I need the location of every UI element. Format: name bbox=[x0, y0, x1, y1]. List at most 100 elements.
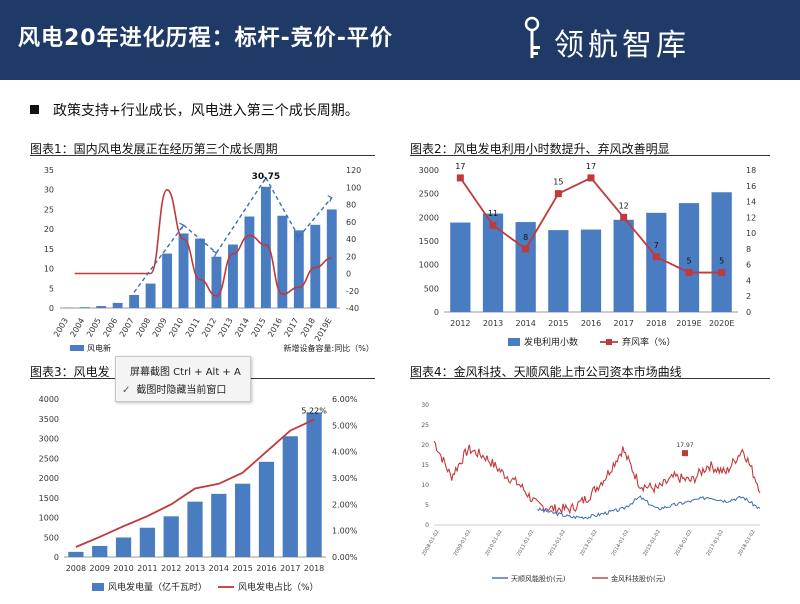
fig1-bar bbox=[195, 238, 205, 308]
fig1-arrow-head bbox=[179, 222, 185, 230]
fig3-bar bbox=[92, 545, 108, 557]
fig3-yright-tick: 5.00% bbox=[332, 421, 358, 430]
fig2-bar bbox=[678, 203, 700, 312]
fig3-yleft-tick: 2000 bbox=[39, 474, 59, 483]
fig2-curtail-marker bbox=[489, 221, 497, 229]
fig2-yright-tick: 6 bbox=[746, 261, 751, 270]
fig3-x-tick: 2017 bbox=[280, 564, 300, 573]
fig2-x-tick: 2013 bbox=[483, 319, 503, 328]
context-menu[interactable]: 屏幕截图 Ctrl + Alt + A ✓ 截图时隐藏当前窗口 bbox=[115, 356, 251, 402]
fig3-yright-tick: 4.00% bbox=[332, 448, 358, 457]
fig1-bar bbox=[293, 230, 304, 308]
fig1-title-rule bbox=[30, 155, 375, 156]
fig3-x-tick: 2008 bbox=[66, 564, 86, 573]
fig1-yleft-tick: 15 bbox=[44, 245, 54, 254]
fig3-yleft-tick: 1500 bbox=[39, 494, 59, 503]
fig2-yleft-tick: 2500 bbox=[419, 190, 439, 199]
fig1-bar bbox=[112, 302, 123, 308]
fig1-trend-arrow bbox=[265, 177, 300, 238]
fig3-yleft-tick: 0 bbox=[54, 553, 59, 562]
fig1-bar bbox=[129, 294, 140, 308]
fig2-curtail-marker bbox=[685, 269, 693, 277]
fig2-yright-tick: 4 bbox=[746, 276, 751, 285]
fig2-curtail-label: 15 bbox=[553, 178, 563, 187]
fig1-yright-tick: 20 bbox=[346, 252, 356, 261]
fig2-x-tick: 2015 bbox=[548, 319, 568, 328]
fig3-x-tick: 2016 bbox=[256, 564, 276, 573]
fig1-x-tick: 2007 bbox=[118, 317, 136, 339]
fig2-bar bbox=[711, 192, 732, 312]
fig3-bar bbox=[68, 551, 84, 557]
fig1-arrow-head bbox=[294, 234, 300, 242]
fig2-legend-bar-swatch bbox=[508, 338, 520, 346]
fig3-x-tick: 2013 bbox=[185, 564, 205, 573]
fig1-trend-arrow bbox=[215, 177, 267, 254]
fig2-title: 图表2：风电发电利用小时数提升、弃风改善明显 bbox=[410, 142, 670, 156]
fig1-bar bbox=[178, 233, 189, 308]
fig1-bar bbox=[79, 307, 90, 308]
fig2-yleft-tick: 0 bbox=[434, 308, 439, 317]
fig2-curtail-marker bbox=[620, 213, 628, 221]
fig2-x-tick: 2019E bbox=[676, 319, 701, 328]
fig2-yright-tick: 2 bbox=[746, 292, 751, 301]
fig4-y-tick: 15 bbox=[421, 462, 429, 469]
fig2-curtail-label: 7 bbox=[654, 241, 659, 250]
fig1-arrow-head bbox=[212, 250, 218, 258]
fig4-x-tick: 2012-01-02 bbox=[547, 529, 567, 557]
fig1-x-tick: 2015 bbox=[250, 317, 268, 339]
fig2-yright-tick: 18 bbox=[746, 166, 756, 175]
fig2-x-tick: 2018 bbox=[646, 319, 666, 328]
fig2-legend-line-label: 弃风率（%） bbox=[622, 336, 676, 348]
fig2-bar bbox=[646, 212, 667, 312]
fig4-x-tick: 2015-01-02 bbox=[642, 529, 662, 557]
fig2-yleft-tick: 500 bbox=[424, 284, 439, 293]
fig3-yleft-tick: 1000 bbox=[39, 514, 59, 523]
fig3-x-tick: 2010 bbox=[113, 564, 133, 573]
fig1-x-tick: 2004 bbox=[68, 317, 86, 339]
fig1-x-tick: 2016 bbox=[266, 317, 284, 339]
fig3-yleft-tick: 500 bbox=[44, 533, 59, 542]
fig2-x-tick: 2017 bbox=[613, 319, 633, 328]
fig1-title: 图表1：国内风电发展正在经历第三个成长周期 bbox=[30, 142, 278, 156]
fig2-bar bbox=[450, 222, 471, 312]
fig1-bar bbox=[228, 244, 238, 308]
fig2-bar bbox=[580, 229, 602, 312]
menu-item-hide-window-label: 截图时隐藏当前窗口 bbox=[136, 385, 227, 396]
fig1-x-tick: 2005 bbox=[85, 317, 103, 339]
fig2-curtail-marker bbox=[554, 190, 562, 198]
fig2-yright-tick: 8 bbox=[746, 245, 751, 254]
fig4-x-tick: 2008-01-02 bbox=[421, 529, 441, 557]
fig2-curtail-label: 12 bbox=[619, 201, 629, 210]
fig4-x-tick: 2016-01-02 bbox=[674, 529, 694, 557]
brand-logo: 领航智库 bbox=[520, 14, 760, 64]
fig1-yleft-tick: 30 bbox=[44, 186, 54, 195]
fig1-yoy-line bbox=[74, 189, 332, 297]
fig1-x-tick: 2003 bbox=[52, 317, 70, 339]
fig1-x-tick: 2013 bbox=[217, 317, 235, 339]
fig3-share-label: 5.22% bbox=[301, 407, 327, 416]
fig1-yleft-tick: 0 bbox=[49, 304, 54, 313]
fig3-bar bbox=[211, 493, 227, 557]
fig4-x-tick: 2017-01-02 bbox=[705, 529, 725, 557]
fig1-yright-tick: 100 bbox=[346, 183, 361, 192]
fig4-y-tick: 5 bbox=[425, 502, 429, 509]
fig3-bar bbox=[258, 461, 275, 557]
fig1-x-tick: 2010 bbox=[167, 317, 185, 339]
fig3-yright-tick: 3.00% bbox=[332, 474, 358, 483]
fig1-x-tick: 2008 bbox=[134, 317, 152, 339]
fig3-yright-tick: 0.00% bbox=[332, 553, 358, 562]
menu-item-hide-window[interactable]: ✓ 截图时隐藏当前窗口 bbox=[122, 381, 226, 396]
checkmark-icon: ✓ bbox=[122, 385, 131, 396]
fig1-peak-label: 30.75 bbox=[252, 172, 280, 182]
fig1-yright-tick: -20 bbox=[346, 287, 359, 296]
menu-item-screenshot[interactable]: 屏幕截图 Ctrl + Alt + A bbox=[130, 367, 241, 378]
fig4-x-tick: 2014-01-02 bbox=[611, 529, 631, 557]
fig1-x-tick: 2014 bbox=[233, 317, 251, 339]
fig4-y-tick: 30 bbox=[421, 402, 429, 409]
fig1-legend-bar-label: 风电新 bbox=[87, 344, 111, 353]
fig2-yleft-tick: 1000 bbox=[419, 261, 439, 270]
fig3-yleft-tick: 2500 bbox=[39, 454, 59, 463]
fig1-yleft-tick: 10 bbox=[44, 265, 54, 274]
fig3-bar bbox=[306, 412, 322, 557]
summary-text: 政策支持+行业成长，风电进入第三个成长周期。 bbox=[53, 103, 359, 119]
